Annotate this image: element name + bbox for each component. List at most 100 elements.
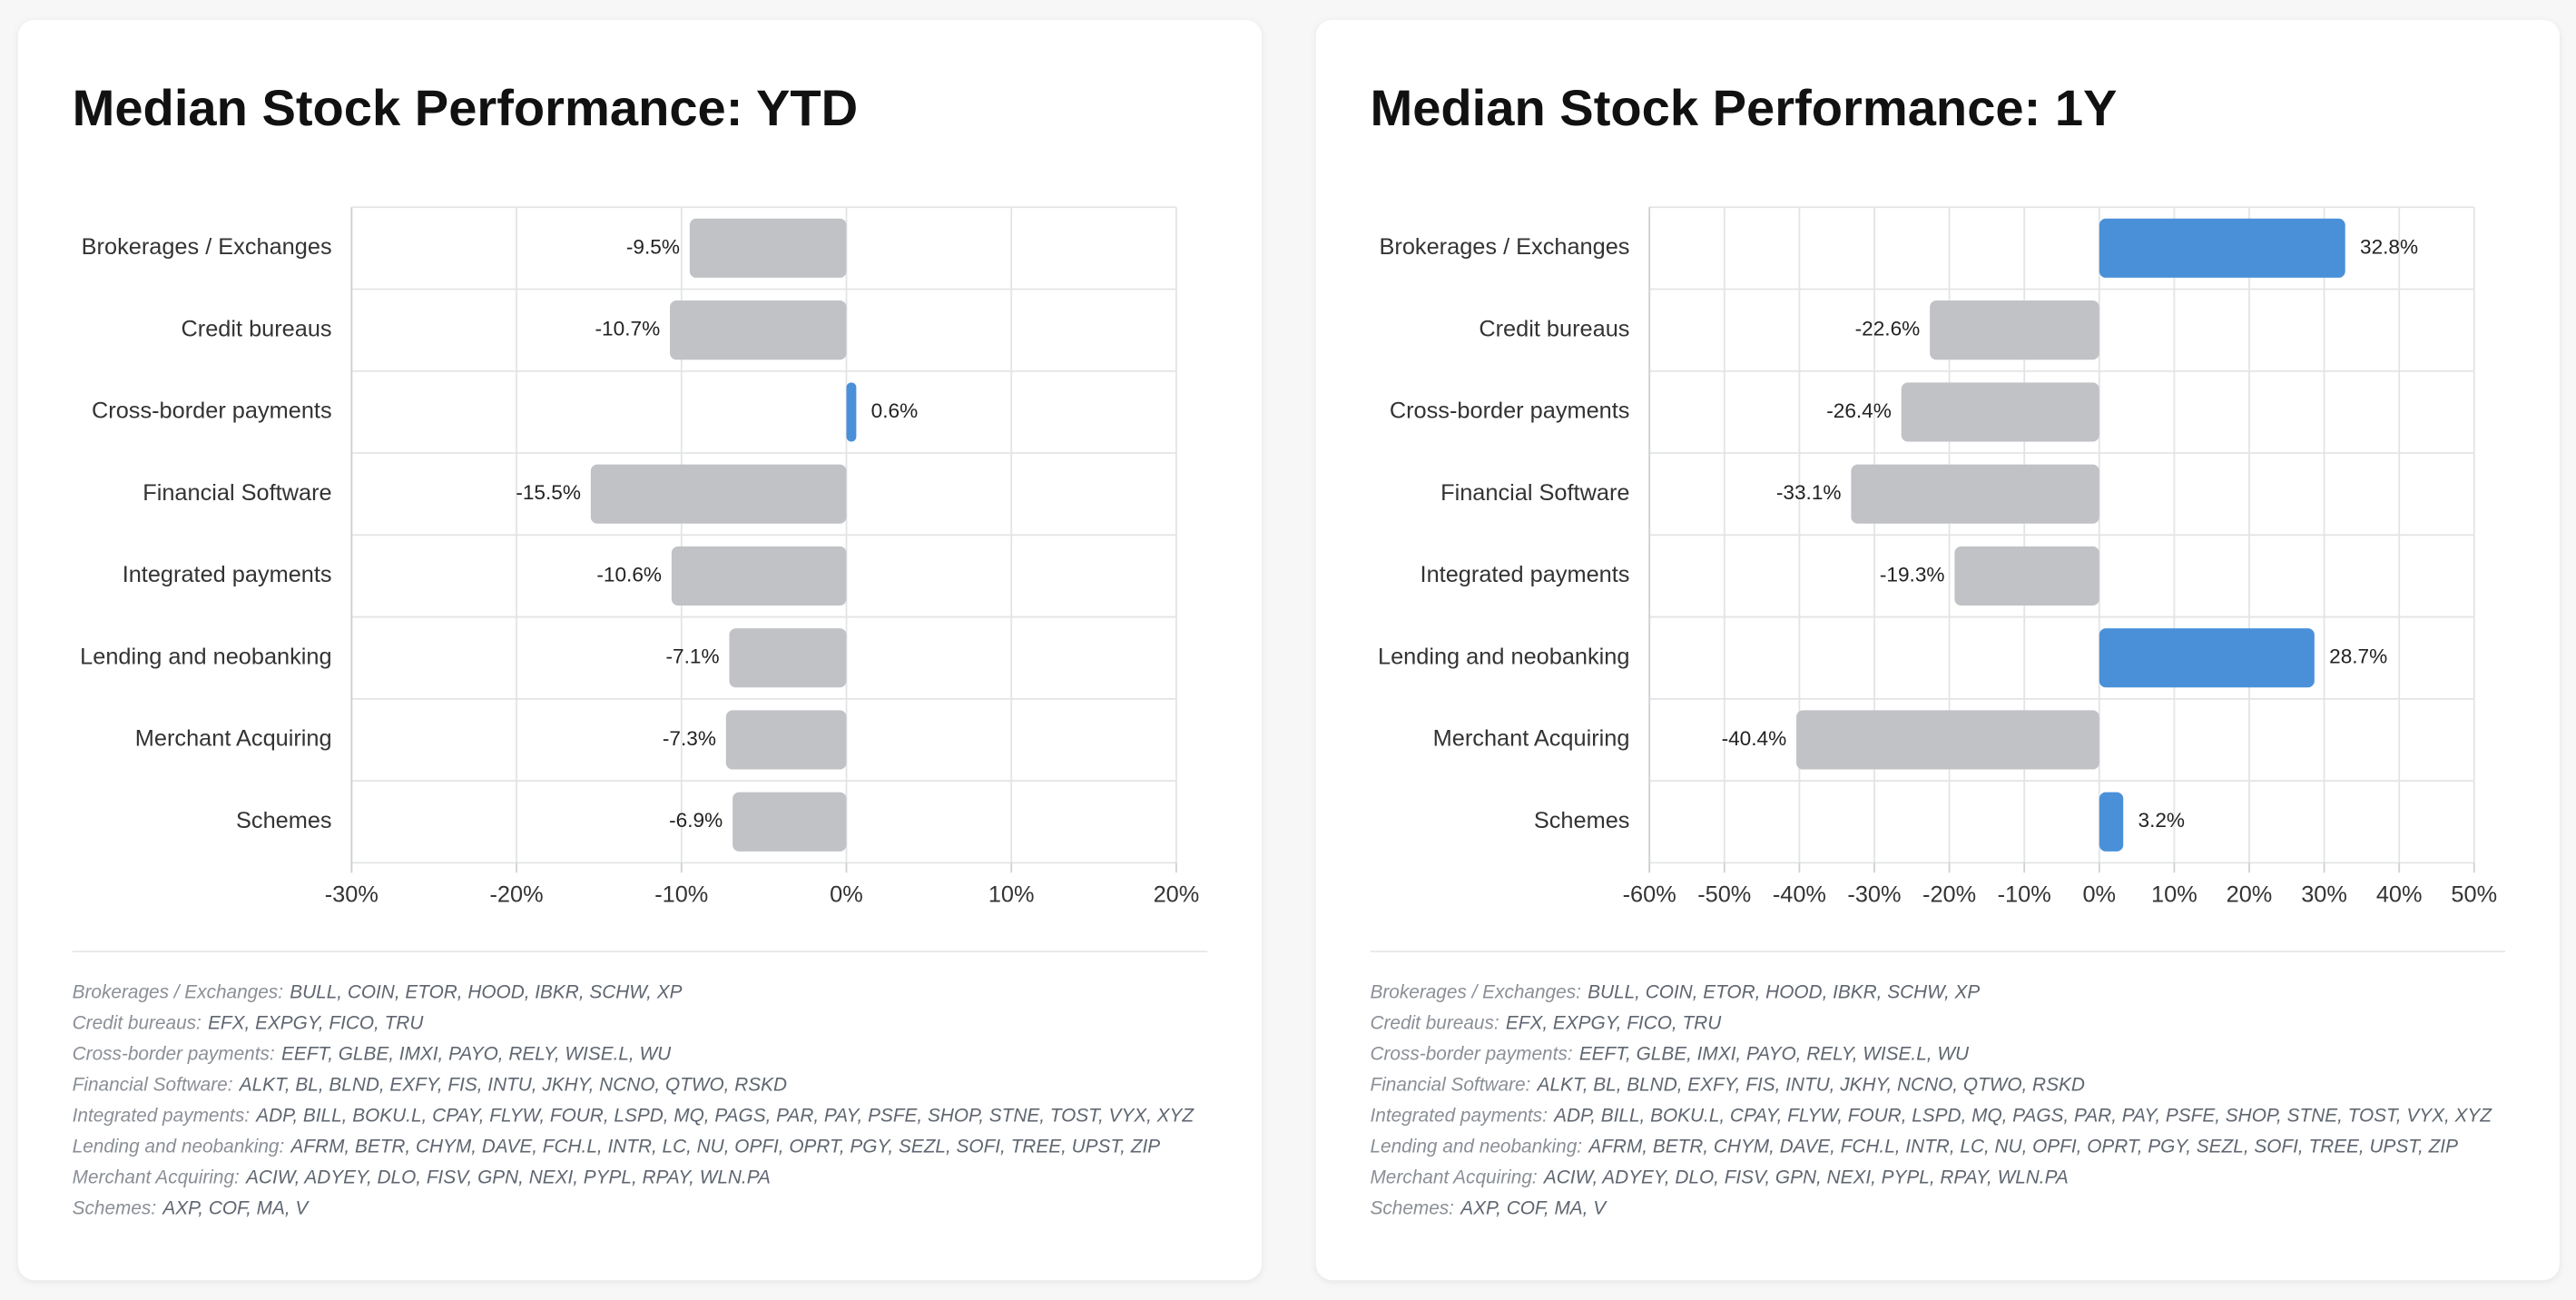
bar <box>732 792 847 852</box>
note-tickers: EFX, EXPGY, FICO, TRU <box>208 1012 424 1033</box>
value-label: -6.9% <box>669 809 723 832</box>
note-tickers: AXP, COF, MA, V <box>161 1197 310 1218</box>
note-label: Lending and neobanking: <box>1370 1136 1582 1157</box>
ticker-note: Financial Software: ALKT, BL, BLND, EXFY,… <box>1370 1074 2084 1095</box>
note-label: Schemes: <box>1370 1197 1453 1218</box>
chart-card: Median Stock Performance: YTD -30% -20% -10… <box>17 19 1263 1281</box>
x-tick-label: 30% <box>2301 881 2347 907</box>
note-tickers: ACIW, ADYEY, DLO, FISV, GPN, NEXI, PYPL,… <box>244 1167 771 1187</box>
bar <box>1930 300 2099 360</box>
ticker-note: Lending and neobanking: AFRM, BETR, CHYM,… <box>73 1136 1161 1157</box>
bar <box>2099 218 2345 278</box>
card-background <box>17 19 1263 1281</box>
note-tickers: ALKT, BL, BLND, EXFY, FIS, INTU, JKHY, N… <box>1536 1074 2085 1095</box>
note-label: Cross-border payments: <box>1370 1043 1572 1064</box>
note-tickers: EFX, EXPGY, FICO, TRU <box>1506 1012 1722 1033</box>
bar <box>725 710 847 770</box>
value-label: -10.6% <box>596 563 662 586</box>
bar <box>729 628 847 688</box>
value-label: 32.8% <box>2360 235 2418 258</box>
note-tickers: ACIW, ADYEY, DLO, FISV, GPN, NEXI, PYPL,… <box>1542 1167 2069 1187</box>
value-label: 3.2% <box>2138 809 2186 832</box>
category-label: Lending and neobanking <box>1378 644 1629 669</box>
note-tickers: AFRM, BETR, CHYM, DAVE, FCH.L, INTR, LC,… <box>1587 1136 2458 1157</box>
ticker-note: Merchant Acquiring: ACIW, ADYEY, DLO, FIS… <box>1370 1167 2068 1187</box>
x-tick-label: -20% <box>1922 881 1976 907</box>
note-tickers: EEFT, GLBE, IMXI, PAYO, RELY, WISE.L, WU <box>281 1043 672 1064</box>
category-label: Financial Software <box>143 480 331 506</box>
bar <box>671 546 847 606</box>
category-label: Integrated payments <box>123 562 332 587</box>
ticker-note: Merchant Acquiring: ACIW, ADYEY, DLO, FIS… <box>73 1167 771 1187</box>
note-label: Brokerages / Exchanges: <box>73 981 283 1002</box>
category-label: Credit bureaus <box>1479 316 1629 341</box>
note-tickers: EEFT, GLBE, IMXI, PAYO, RELY, WISE.L, WU <box>1579 1043 1970 1064</box>
bar <box>1901 382 2099 442</box>
value-label: -22.6% <box>1855 318 1921 340</box>
category-label: Lending and neobanking <box>80 644 331 669</box>
note-label: Merchant Acquiring: <box>1370 1167 1537 1187</box>
note-tickers: AXP, COF, MA, V <box>1459 1197 1608 1218</box>
bar <box>689 218 847 278</box>
note-tickers: ADP, BILL, BOKU.L, CPAY, FLYW, FOUR, LSP… <box>1552 1105 2492 1126</box>
value-label: -9.5% <box>626 235 680 258</box>
ticker-note: Lending and neobanking: AFRM, BETR, CHYM,… <box>1370 1136 2458 1157</box>
x-tick-label: -30% <box>325 881 379 907</box>
bar <box>670 300 847 360</box>
value-label: -40.4% <box>1722 727 1787 750</box>
ticker-note: Integrated payments: ADP, BILL, BOKU.L, C… <box>1370 1105 2492 1126</box>
ticker-note: Schemes: AXP, COF, MA, V <box>1370 1197 1608 1218</box>
note-label: Financial Software: <box>73 1074 233 1095</box>
category-label: Schemes <box>1534 808 1630 833</box>
ticker-note: Cross-border payments: EEFT, GLBE, IMXI, … <box>1370 1043 1969 1064</box>
x-tick-label: -30% <box>1847 881 1901 907</box>
x-tick-label: 20% <box>1154 881 1200 907</box>
ticker-note: Brokerages / Exchanges: BULL, COIN, ETOR,… <box>1370 981 1980 1002</box>
category-label: Schemes <box>236 808 332 833</box>
category-label: Cross-border payments <box>1390 399 1630 424</box>
category-label: Merchant Acquiring <box>1433 726 1630 752</box>
bar <box>590 464 847 524</box>
ticker-note: Financial Software: ALKT, BL, BLND, EXFY,… <box>73 1074 787 1095</box>
chart-title: Median Stock Performance: 1Y <box>1370 79 2117 136</box>
ticker-note: Integrated payments: ADP, BILL, BOKU.L, C… <box>73 1105 1195 1126</box>
chart-title: Median Stock Performance: YTD <box>73 79 859 136</box>
note-tickers: BULL, COIN, ETOR, HOOD, IBKR, SCHW, XP <box>1588 981 1980 1002</box>
x-tick-label: -10% <box>1998 881 2051 907</box>
category-label: Credit bureaus <box>181 316 331 341</box>
note-tickers: AFRM, BETR, CHYM, DAVE, FCH.L, INTR, LC,… <box>289 1136 1160 1157</box>
note-label: Schemes: <box>73 1197 156 1218</box>
note-label: Merchant Acquiring: <box>73 1167 240 1187</box>
note-tickers: BULL, COIN, ETOR, HOOD, IBKR, SCHW, XP <box>290 981 682 1002</box>
ticker-note: Brokerages / Exchanges: BULL, COIN, ETOR,… <box>73 981 683 1002</box>
note-label: Brokerages / Exchanges: <box>1370 981 1580 1002</box>
value-label: -33.1% <box>1776 481 1842 504</box>
value-label: -7.1% <box>666 645 720 668</box>
x-tick-label: 0% <box>2082 881 2116 907</box>
bar <box>2099 628 2315 688</box>
x-tick-label: 10% <box>2151 881 2197 907</box>
bar <box>1851 464 2099 524</box>
note-label: Integrated payments: <box>1370 1105 1547 1126</box>
x-tick-label: -50% <box>1697 881 1751 907</box>
ticker-note: Cross-border payments: EEFT, GLBE, IMXI, … <box>73 1043 672 1064</box>
x-tick-label: -60% <box>1623 881 1676 907</box>
value-label: 28.7% <box>2329 645 2387 668</box>
x-tick-label: 20% <box>2227 881 2273 907</box>
bar <box>2099 792 2124 852</box>
note-tickers: ADP, BILL, BOKU.L, CPAY, FLYW, FOUR, LSP… <box>254 1105 1195 1126</box>
value-label: 0.6% <box>871 399 919 422</box>
bar <box>846 382 857 442</box>
x-tick-label: 0% <box>830 881 863 907</box>
category-label: Merchant Acquiring <box>135 726 332 752</box>
ticker-note: Credit bureaus: EFX, EXPGY, FICO, TRU <box>1370 1012 1722 1033</box>
category-label: Integrated payments <box>1421 562 1630 587</box>
bar <box>1954 546 2099 606</box>
value-label: -19.3% <box>1880 563 1945 586</box>
value-label: -7.3% <box>663 727 716 750</box>
value-label: -26.4% <box>1826 399 1892 422</box>
value-label: -10.7% <box>595 318 661 340</box>
note-label: Cross-border payments: <box>73 1043 275 1064</box>
